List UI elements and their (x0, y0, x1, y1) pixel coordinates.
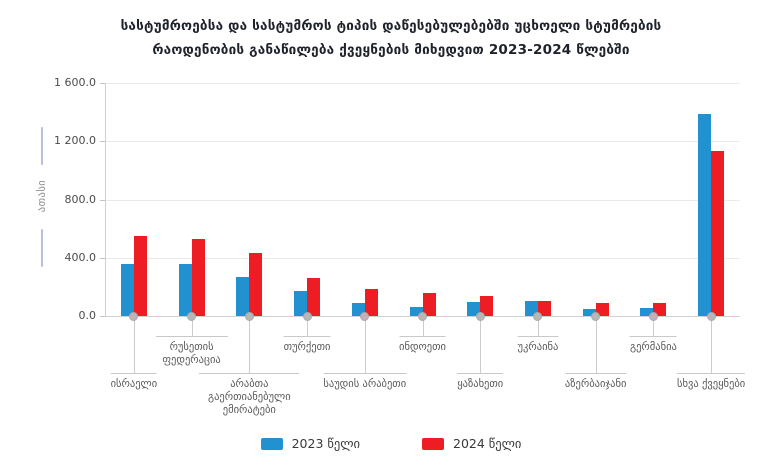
axis-marker (187, 311, 197, 321)
x-axis-category-label: ისრაელი (110, 373, 158, 391)
bar-series-1-cat-4 (364, 288, 378, 316)
legend-swatch-2023 (260, 437, 283, 450)
axis-marker (302, 311, 312, 321)
bar-series-0-cat-0 (120, 264, 134, 316)
x-label-leader-line (480, 316, 482, 373)
y-axis-tick-label: 1 200.0 (54, 134, 96, 148)
x-label-leader-line (422, 316, 424, 336)
axis-marker (591, 311, 601, 321)
bar-series-0-cat-9 (640, 308, 654, 316)
y-axis-tick-label: 800.0 (64, 192, 97, 206)
x-label-leader-line (307, 316, 309, 336)
y-axis-line (105, 83, 106, 316)
x-axis-category-label: ყაზახეთი (457, 373, 504, 391)
bar-series-0-cat-10 (698, 114, 712, 316)
gridline (105, 83, 740, 84)
legend-label-2024: 2024 წელი (453, 436, 522, 451)
x-axis-category-label: სხვა ქვეყნები (677, 373, 746, 391)
axis-marker (648, 311, 658, 321)
bar-series-1-cat-5 (422, 292, 436, 316)
chart-title-line1: სასტუმროებსა და სასტუმროს ტიპის დაწესებუ… (120, 18, 662, 34)
y-axis-tick-label: 0.0 (78, 309, 97, 322)
axis-marker (129, 311, 139, 321)
y-axis-tick (100, 199, 105, 201)
bar-series-1-cat-1 (191, 238, 205, 316)
chart-title-line2: რაოდენობის განაწილება ქვეყნების მიხედვით… (152, 42, 630, 58)
x-label-leader-line (364, 316, 366, 373)
bar-series-0-cat-8 (582, 309, 596, 316)
y-axis-tick (100, 141, 105, 143)
legend-item-2024: 2024 წელი (422, 436, 521, 451)
x-label-leader-line (249, 316, 251, 373)
bar-series-1-cat-3 (307, 277, 321, 316)
legend-label-2023: 2023 წელი (291, 436, 360, 451)
y-axis-tick (100, 257, 105, 259)
x-axis-category-label: საუდის არაბეთი (323, 373, 407, 391)
x-label-leader-line (133, 316, 135, 373)
bar-series-0-cat-2 (236, 276, 250, 316)
x-axis-category-label: უკრაინა (517, 336, 559, 354)
bar-series-0-cat-5 (409, 306, 423, 316)
axis-marker (706, 311, 716, 321)
x-label-leader-line (595, 316, 597, 373)
gridline (105, 257, 740, 259)
x-axis-category-label: თურქეთი (283, 336, 331, 354)
y-axis-decoration-line-bottom (41, 229, 43, 267)
axis-marker (418, 311, 427, 321)
y-axis-decoration-line-top (41, 127, 43, 165)
y-axis-tick (100, 83, 105, 84)
gridline (105, 199, 740, 201)
bar-series-1-cat-6 (480, 296, 494, 316)
x-axis-category-label: აზერბაიჯანი (564, 373, 627, 391)
bar-series-1-cat-2 (249, 252, 263, 316)
x-axis-category-label: არაბთა გაერთიანებული ემირატები (199, 373, 300, 417)
axis-marker (360, 311, 370, 321)
x-label-leader-line (711, 316, 713, 373)
axis-marker (475, 311, 485, 321)
legend-item-2023: 2023 წელი (260, 436, 360, 451)
y-axis-tick-label: 1 600.0 (54, 76, 96, 89)
x-label-leader-line (653, 316, 655, 336)
y-axis-tick-label: 400.0 (64, 250, 97, 264)
legend: 2023 წელი 2024 წელი (0, 436, 782, 451)
x-axis-category-label: გერმანია (629, 336, 677, 354)
x-label-leader-line (191, 316, 193, 336)
bar-series-1-cat-7 (537, 301, 551, 316)
gridline (105, 141, 740, 143)
bar-series-1-cat-10 (711, 151, 725, 316)
axis-marker (533, 311, 543, 321)
legend-swatch-2024 (422, 437, 444, 450)
axis-marker (244, 311, 254, 321)
bar-series-0-cat-3 (294, 291, 308, 316)
bar-series-1-cat-0 (133, 235, 147, 316)
bar-series-0-cat-1 (178, 263, 192, 316)
x-axis-category-label: რუსეთის ფედერაცია (155, 336, 228, 367)
y-axis-tick (100, 316, 105, 317)
chart-title: სასტუმროებსა და სასტუმროს ტიპის დაწესებუ… (0, 14, 782, 62)
x-label-leader-line (537, 316, 539, 336)
x-axis-category-label: ინდოეთი (399, 336, 446, 354)
